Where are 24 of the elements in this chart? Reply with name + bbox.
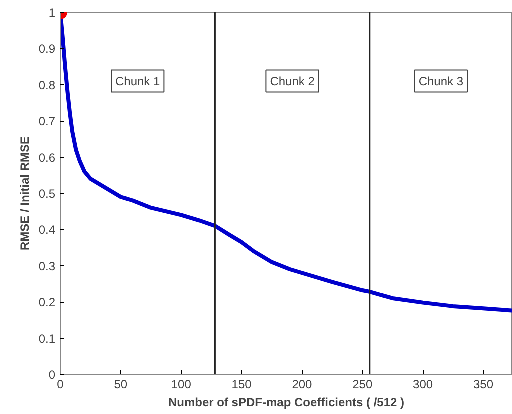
x-tick-label: 200: [292, 378, 313, 392]
x-tick-label: 150: [232, 378, 252, 392]
x-tick-label: 50: [114, 378, 128, 392]
x-tick-label: 100: [171, 378, 192, 392]
y-tick-label: 0.7: [38, 114, 56, 129]
annotation: Chunk 3: [418, 74, 464, 88]
annotation: Chunk 1: [116, 74, 161, 88]
x-tick-label: 300: [413, 378, 434, 392]
y-tick-label: 0.6: [38, 150, 56, 165]
x-tick-label: 250: [352, 378, 373, 392]
annotation: Chunk 2: [270, 74, 316, 88]
y-tick-label: 0.4: [38, 223, 56, 238]
x-tick-label: 350: [473, 378, 494, 392]
x-tick-label: 0: [57, 378, 64, 392]
y-tick-label: 0.3: [38, 259, 56, 274]
y-axis-title: RMSE / Initial RMSE: [18, 136, 32, 251]
y-tick-label: 0.1: [38, 332, 56, 346]
y-tick-label: 1: [48, 6, 56, 20]
y-tick-label: 0: [48, 368, 56, 382]
y-tick-label: 0.5: [38, 187, 56, 201]
y-tick-label: 0.8: [38, 78, 56, 92]
y-tick-label: 0.9: [38, 42, 56, 56]
y-tick-label: 0.2: [38, 296, 56, 310]
x-axis-title: Number of sPDF-map Coefficients ( /512 ): [168, 396, 405, 410]
